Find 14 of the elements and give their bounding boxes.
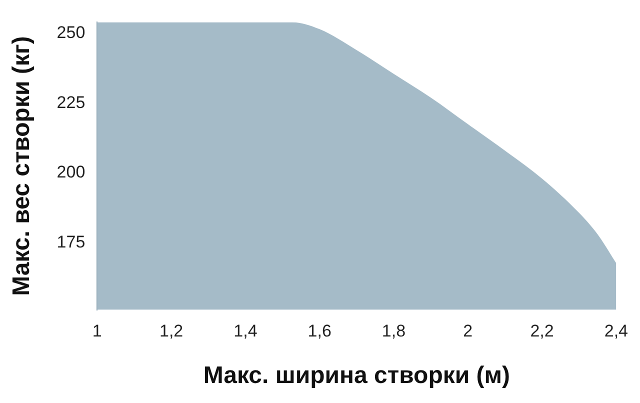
x-tick-label: 1,8 bbox=[382, 322, 406, 341]
x-tick-label: 1 bbox=[92, 322, 102, 341]
x-axis-title: Макс. ширина створки (м) bbox=[203, 362, 510, 390]
x-tick-label: 1,2 bbox=[159, 322, 184, 341]
y-tick-label: 175 bbox=[56, 232, 86, 252]
x-tick-label: 2 bbox=[463, 322, 473, 341]
x-tick-label: 2,2 bbox=[530, 322, 554, 341]
x-tick-label: 1,4 bbox=[234, 322, 258, 341]
x-tick-label: 1,6 bbox=[308, 322, 332, 341]
y-tick-label: 250 bbox=[56, 23, 86, 42]
y-axis-title: Макс. вес створки (кг) bbox=[8, 36, 36, 296]
y-tick-label: 225 bbox=[56, 92, 86, 112]
x-tick-label: 2,4 bbox=[604, 322, 628, 341]
y-tick-label: 200 bbox=[56, 162, 86, 182]
